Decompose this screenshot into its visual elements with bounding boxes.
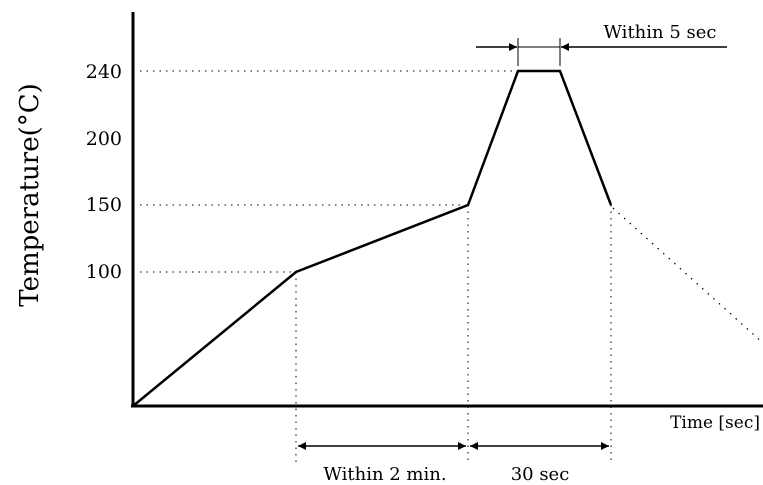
- y-axis-label: Temperature(°C): [15, 83, 45, 307]
- peak-duration-label: Within 5 sec: [604, 22, 717, 43]
- above-150-duration-label: 30 sec: [511, 464, 570, 485]
- y-tick-label-100: 100: [86, 261, 122, 283]
- preheat-duration-label: Within 2 min.: [323, 464, 446, 485]
- y-tick-label-240: 240: [86, 61, 122, 83]
- cooling-dotted-line: [612, 207, 763, 344]
- temperature-profile-line: [132, 69, 613, 407]
- y-tick-label-150: 150: [86, 194, 122, 216]
- x-axis-label: Time [sec]: [670, 413, 760, 433]
- y-tick-label-200: 200: [86, 128, 122, 150]
